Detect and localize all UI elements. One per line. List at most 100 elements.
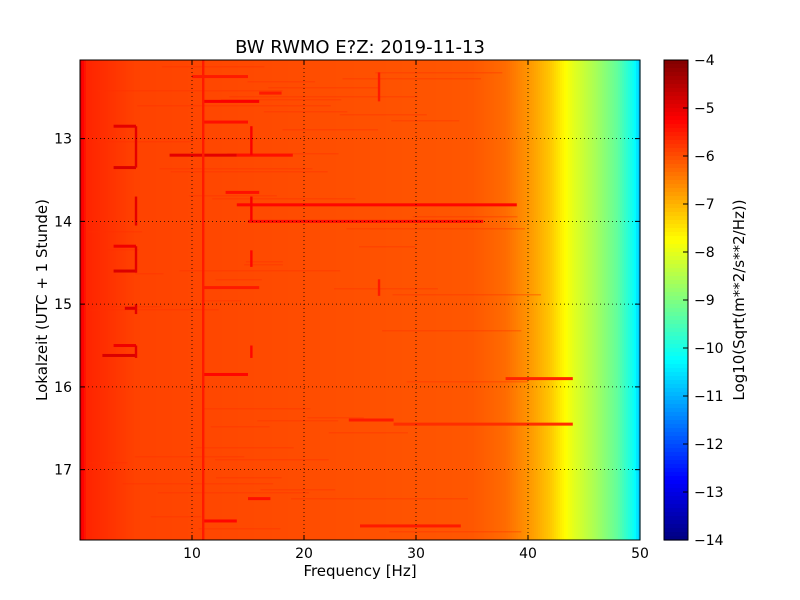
- spectrum-column: [262, 60, 265, 540]
- spectrum-column: [490, 60, 493, 540]
- spectrum-column: [144, 60, 147, 540]
- spectrum-column: [192, 60, 195, 540]
- colorbar-segment: [664, 240, 688, 245]
- spectrum-column: [174, 60, 177, 540]
- spectrum-column: [450, 60, 453, 540]
- colorbar-segment: [664, 516, 688, 521]
- spectrum-column: [334, 60, 337, 540]
- spectrum-column: [184, 60, 187, 540]
- colorbar-segment: [664, 100, 688, 105]
- spectrum-column: [624, 60, 627, 540]
- spectrum-column: [406, 60, 409, 540]
- colorbar-segment: [664, 296, 688, 301]
- texture-row: [88, 231, 143, 233]
- texture-row: [102, 306, 163, 308]
- colorbar-segment: [664, 124, 688, 129]
- spectrum-column: [106, 60, 109, 540]
- colorbar-segment: [664, 532, 688, 537]
- spectrum-column: [88, 60, 91, 540]
- colorbar-segment: [664, 536, 688, 541]
- texture-row: [198, 528, 281, 530]
- spectrum-column: [302, 60, 305, 540]
- colorbar-segment: [664, 288, 688, 293]
- horizontal-feature: [393, 422, 573, 426]
- spectrum-column: [138, 60, 141, 540]
- spectrum-column: [566, 60, 569, 540]
- colorbar-segment: [664, 168, 688, 173]
- spectrum-column: [208, 60, 211, 540]
- colorbar-segment: [664, 264, 688, 269]
- spectrum-column: [402, 60, 405, 540]
- texture-row: [282, 129, 379, 131]
- spectrum-column: [608, 60, 611, 540]
- spectrum-column: [568, 60, 571, 540]
- colorbar-segment: [664, 104, 688, 109]
- spectrum-column: [618, 60, 621, 540]
- colorbar-segment: [664, 416, 688, 421]
- spectrum-column: [130, 60, 133, 540]
- spectrum-column: [296, 60, 299, 540]
- spectrum-column: [344, 60, 347, 540]
- heatmap-area: [80, 60, 641, 540]
- spectrum-column: [520, 60, 523, 540]
- colorbar-segment: [664, 188, 688, 193]
- spectrum-column: [376, 60, 379, 540]
- horizontal-feature: [203, 99, 260, 103]
- colorbar-segment: [664, 320, 688, 325]
- colorbar-segment: [664, 340, 688, 345]
- colorbar-segment: [664, 364, 688, 369]
- vertical-feature: [377, 279, 381, 296]
- spectrum-column: [558, 60, 561, 540]
- spectrum-column: [112, 60, 115, 540]
- spectrum-column: [372, 60, 375, 540]
- spectrum-column: [238, 60, 241, 540]
- texture-row: [215, 459, 329, 461]
- spectrum-column: [108, 60, 111, 540]
- texture-row: [244, 264, 283, 266]
- colorbar-segment: [664, 260, 688, 265]
- spectrum-column: [392, 60, 395, 540]
- colorbar-segment: [664, 436, 688, 441]
- horizontal-feature: [124, 306, 136, 310]
- colorbar-segment: [664, 224, 688, 229]
- spectrum-column: [104, 60, 107, 540]
- vertical-feature: [134, 246, 138, 273]
- colorbar-segment: [664, 248, 688, 253]
- spectrum-column: [300, 60, 303, 540]
- texture-row: [203, 408, 311, 410]
- x-axis-ticks: 10 20 30 40 50: [183, 60, 649, 562]
- colorbar-segment: [664, 148, 688, 153]
- horizontal-feature: [248, 219, 484, 223]
- horizontal-feature: [113, 124, 136, 128]
- y-tick-label: 13: [54, 132, 72, 148]
- spectrum-column: [370, 60, 373, 540]
- spectrum-column: [454, 60, 457, 540]
- colorbar-segment: [664, 512, 688, 517]
- spectrum-column: [446, 60, 449, 540]
- spectrum-column: [626, 60, 629, 540]
- horizontal-feature: [203, 286, 260, 290]
- spectrum-column: [214, 60, 217, 540]
- spectrum-column: [612, 60, 615, 540]
- spectrum-column: [234, 60, 237, 540]
- spectrum-column: [464, 60, 467, 540]
- spectrum-column: [462, 60, 465, 540]
- spectrum-column: [516, 60, 519, 540]
- spectrum-column: [528, 60, 531, 540]
- spectrum-column: [246, 60, 249, 540]
- spectrum-column: [178, 60, 181, 540]
- colorbar-tick-label: −8: [694, 245, 715, 261]
- spectrum-column: [432, 60, 435, 540]
- spectrum-column: [272, 60, 275, 540]
- spectrum-column: [510, 60, 513, 540]
- colorbar-segment: [664, 208, 688, 213]
- colorbar-segment: [664, 428, 688, 433]
- colorbar-segment: [664, 492, 688, 497]
- horizontal-feature: [192, 75, 248, 79]
- spectrum-column: [280, 60, 283, 540]
- colorbar-segment: [664, 368, 688, 373]
- colorbar-segment: [664, 92, 688, 97]
- colorbar-segment: [664, 344, 688, 349]
- spectrum-column: [210, 60, 213, 540]
